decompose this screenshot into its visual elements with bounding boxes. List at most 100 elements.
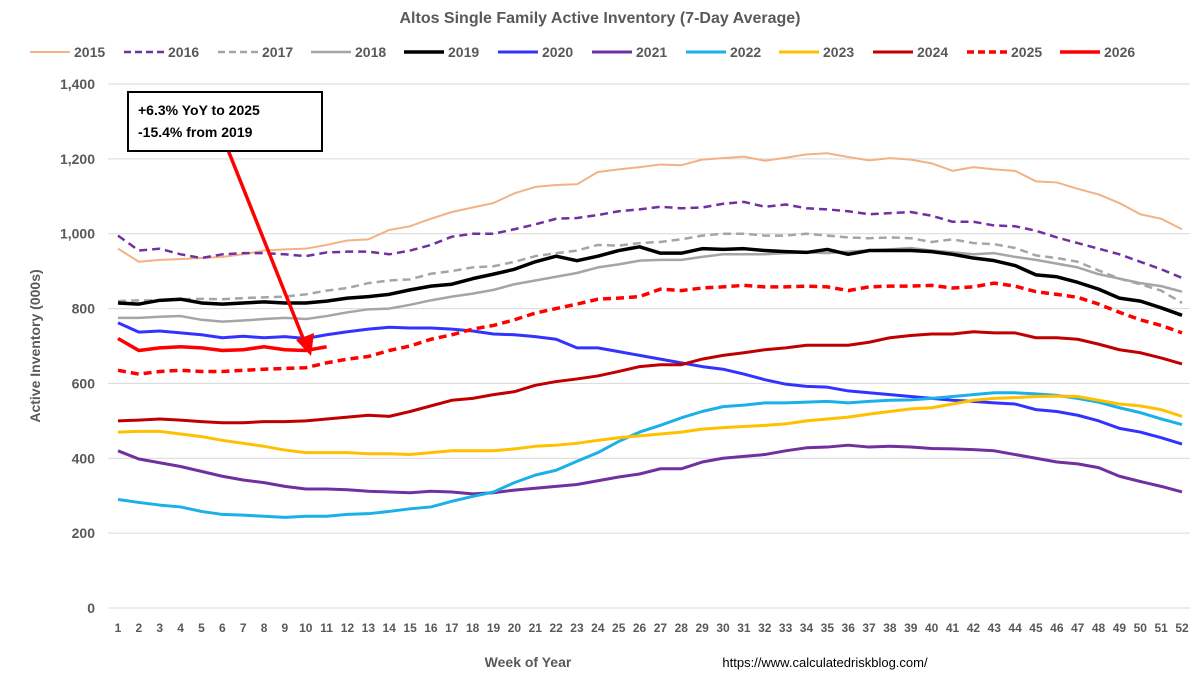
x-tick-label: 38 xyxy=(883,621,897,635)
legend-item-2023: 2023 xyxy=(779,44,854,60)
legend-label: 2018 xyxy=(355,44,386,60)
x-tick-label: 11 xyxy=(320,621,333,635)
series-2021 xyxy=(117,443,1183,496)
x-tick-label: 51 xyxy=(1154,621,1168,635)
x-tick-label: 31 xyxy=(737,621,751,635)
annotation-arrowhead xyxy=(296,333,314,356)
x-axis-ticks: 1 2 3 4 5 6 7 8 9 10 11 12 13 14 15 16 17 18 19 20 21 22 23 24 2… xyxy=(115,621,1189,635)
legend-item-2016: 2016 xyxy=(124,44,199,60)
x-tick-label: 36 xyxy=(842,621,856,635)
legend-label: 2024 xyxy=(917,44,948,60)
x-tick-label: 30 xyxy=(716,621,730,635)
x-tick-label: 33 xyxy=(779,621,793,635)
x-tick-label: 20 xyxy=(508,621,522,635)
y-tick-label: 1,400 xyxy=(60,76,95,92)
x-tick-label: 26 xyxy=(633,621,647,635)
legend-item-2019: 2019 xyxy=(404,44,479,60)
x-tick-label: 7 xyxy=(240,621,247,635)
series-2023 xyxy=(117,394,1183,457)
x-tick-label: 24 xyxy=(591,621,605,635)
legend-label: 2025 xyxy=(1011,44,1042,60)
x-tick-label: 4 xyxy=(177,621,184,635)
annotation-line-2: -15.4% from 2019 xyxy=(138,124,253,140)
legend-label: 2026 xyxy=(1104,44,1135,60)
x-tick-label: 28 xyxy=(675,621,689,635)
series-2026 xyxy=(117,336,327,353)
series-2016 xyxy=(117,200,1183,280)
annotation-arrow xyxy=(226,149,307,344)
x-tick-label: 22 xyxy=(549,621,563,635)
y-tick-label: 200 xyxy=(72,525,96,541)
x-tick-label: 6 xyxy=(219,621,226,635)
x-tick-label: 50 xyxy=(1134,621,1148,635)
x-tick-label: 1 xyxy=(115,621,122,635)
x-tick-label: 16 xyxy=(424,621,438,635)
series-2019 xyxy=(117,245,1183,317)
legend-item-2024: 2024 xyxy=(873,44,948,60)
legend: 2015 2016 2017 2018 2019 2020 2021 2022 2023 2024… xyxy=(30,44,1135,60)
legend-label: 2021 xyxy=(636,44,667,60)
y-tick-label: 800 xyxy=(72,301,96,317)
series-2018 xyxy=(118,246,1183,323)
x-tick-label: 13 xyxy=(362,621,376,635)
y-tick-label: 400 xyxy=(72,450,96,466)
x-tick-label: 44 xyxy=(1008,621,1022,635)
x-tick-label: 5 xyxy=(198,621,205,635)
legend-item-2017: 2017 xyxy=(218,44,293,60)
x-tick-label: 3 xyxy=(156,621,163,635)
y-tick-label: 1,000 xyxy=(60,226,95,242)
x-tick-label: 12 xyxy=(341,621,355,635)
legend-item-2020: 2020 xyxy=(498,44,573,60)
annotation-box xyxy=(127,91,323,152)
x-tick-label: 52 xyxy=(1175,621,1189,635)
legend-item-2018: 2018 xyxy=(311,44,386,60)
x-tick-label: 17 xyxy=(445,621,459,635)
x-tick-label: 32 xyxy=(758,621,772,635)
legend-item-2022: 2022 xyxy=(686,44,761,60)
y-tick-label: 1,200 xyxy=(60,151,95,167)
x-tick-label: 37 xyxy=(862,621,876,635)
x-tick-label: 39 xyxy=(904,621,918,635)
x-tick-label: 23 xyxy=(570,621,584,635)
y-tick-label: 600 xyxy=(72,375,96,391)
legend-item-2026: 2026 xyxy=(1060,44,1135,60)
gridlines xyxy=(108,83,1190,609)
x-tick-label: 43 xyxy=(988,621,1002,635)
legend-label: 2019 xyxy=(448,44,479,60)
x-tick-label: 18 xyxy=(466,621,480,635)
x-tick-label: 15 xyxy=(403,621,417,635)
x-tick-label: 9 xyxy=(282,621,289,635)
annotation: +6.3% YoY to 2025 -15.4% from 2019 xyxy=(127,91,323,356)
series-2020 xyxy=(117,321,1183,446)
y-axis-label: Active Inventory (000s) xyxy=(27,269,43,422)
x-tick-label: 10 xyxy=(299,621,313,635)
x-tick-label: 41 xyxy=(946,621,960,635)
x-tick-label: 34 xyxy=(800,621,814,635)
x-tick-label: 45 xyxy=(1029,621,1043,635)
x-tick-label: 8 xyxy=(261,621,268,635)
x-tick-label: 2 xyxy=(136,621,143,635)
y-tick-label: 0 xyxy=(87,600,95,616)
y-axis-ticks: 0 200 400 600 800 1,000 1,200 1,400 xyxy=(60,76,95,616)
x-tick-label: 48 xyxy=(1092,621,1106,635)
x-tick-label: 19 xyxy=(487,621,501,635)
series-2022 xyxy=(117,391,1183,519)
x-axis-label: Week of Year xyxy=(485,654,572,670)
legend-label: 2022 xyxy=(730,44,761,60)
series-2017 xyxy=(117,232,1183,305)
series-lines xyxy=(117,152,1183,519)
x-tick-label: 40 xyxy=(925,621,939,635)
series-2025 xyxy=(117,281,1183,376)
x-tick-label: 21 xyxy=(529,621,543,635)
legend-item-2015: 2015 xyxy=(30,44,105,60)
x-tick-label: 46 xyxy=(1050,621,1064,635)
source-url: https://www.calculatedriskblog.com/ xyxy=(722,655,928,670)
x-tick-label: 47 xyxy=(1071,621,1085,635)
x-tick-label: 27 xyxy=(654,621,668,635)
x-tick-label: 14 xyxy=(383,621,397,635)
legend-label: 2016 xyxy=(168,44,199,60)
series-2015 xyxy=(117,152,1183,263)
legend-item-2025: 2025 xyxy=(967,44,1042,60)
legend-label: 2017 xyxy=(262,44,293,60)
